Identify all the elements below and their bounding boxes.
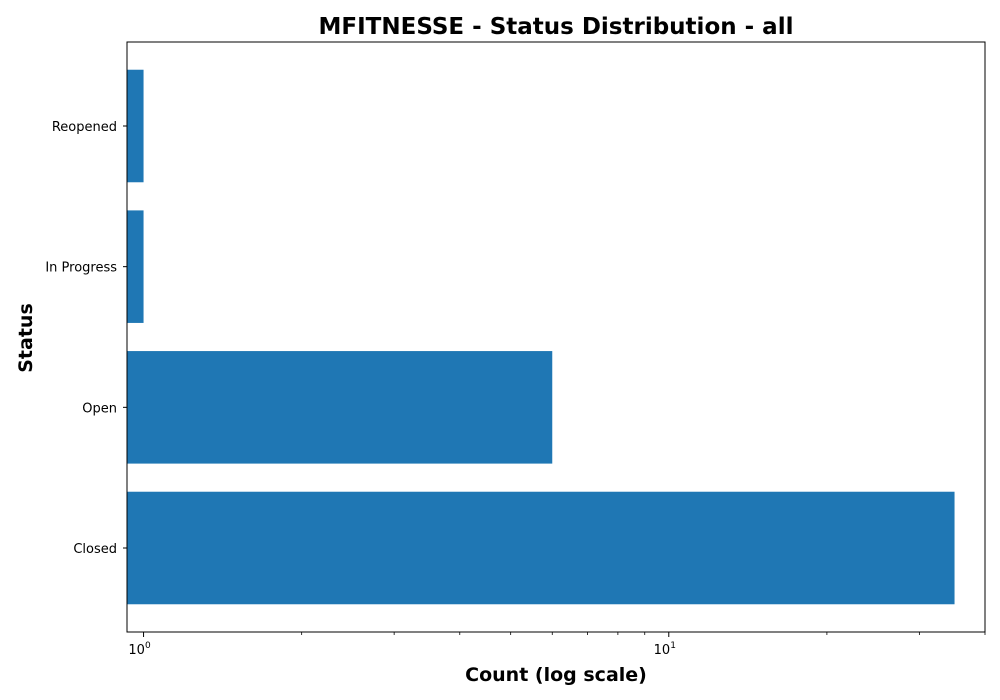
plot-frame <box>126 41 986 633</box>
bar-in-progress <box>127 210 144 323</box>
bar-reopened <box>127 69 144 183</box>
y-tick-label-in-progress: In Progress <box>45 261 117 276</box>
x-axis-label: Count (log scale) <box>465 664 647 686</box>
bars-layer <box>127 69 955 605</box>
chart-title: MFITNESSE - Status Distribution - all <box>319 14 794 40</box>
bar-closed <box>127 491 955 605</box>
bar-open <box>127 351 553 464</box>
y-tick-label-closed: Closed <box>73 542 117 557</box>
y-ticks-layer: Closed Open In Progress Reopened <box>45 120 127 557</box>
y-axis-label: Status <box>15 303 37 373</box>
y-tick-label-reopened: Reopened <box>52 120 117 135</box>
y-tick-label-open: Open <box>82 401 117 416</box>
